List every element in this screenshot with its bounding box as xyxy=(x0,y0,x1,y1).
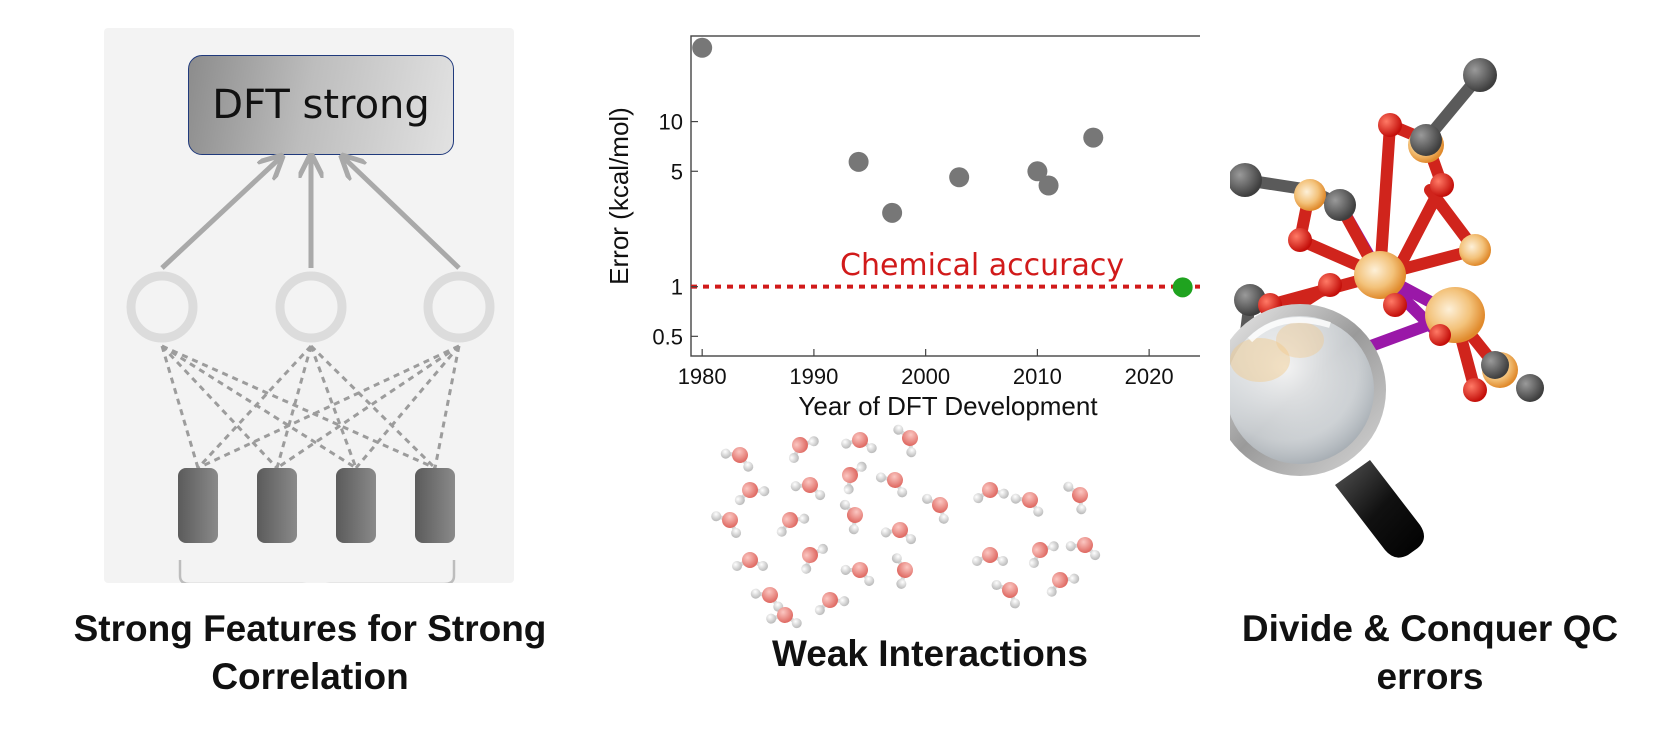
dft-strong-box: DFT strong xyxy=(188,55,454,155)
data-point-1 xyxy=(692,37,713,58)
water-molecule xyxy=(1010,492,1044,517)
water-molecule xyxy=(922,493,949,524)
y-axis-label: Error (kcal/mol) xyxy=(604,107,634,285)
y-tick-label: 0.5 xyxy=(652,324,683,349)
x-tick-label: 1990 xyxy=(789,364,838,389)
water-molecule xyxy=(750,587,784,612)
right-caption: Divide & Conquer QC errors xyxy=(1195,605,1665,701)
water-molecule xyxy=(776,512,810,537)
left-caption: Strong Features for Strong Correlation xyxy=(60,605,560,701)
dft-strong-label: DFT strong xyxy=(212,82,430,128)
data-point-3 xyxy=(882,202,903,223)
error-vs-year-chart: 1980 1990 2000 2010 2020 0.5 1 5 10 Chemical ac… xyxy=(604,35,1200,421)
data-point-7 xyxy=(1083,127,1104,148)
input-node-3 xyxy=(336,468,376,543)
water-molecule xyxy=(841,432,877,454)
water-molecule xyxy=(842,461,867,495)
dashed-connections xyxy=(160,344,461,470)
water-molecule xyxy=(973,482,1009,504)
data-point-6 xyxy=(1038,175,1059,196)
x-tick-label: 2000 xyxy=(901,364,950,389)
input-node-4 xyxy=(415,468,455,543)
water-molecule xyxy=(891,553,913,589)
middle-caption: Weak Interactions xyxy=(772,633,1088,674)
water-molecule xyxy=(875,472,908,498)
water-molecule xyxy=(732,552,768,571)
molecule-illustration xyxy=(1230,58,1544,558)
water-molecule xyxy=(1028,541,1059,568)
input-node-2 xyxy=(257,468,297,543)
water-molecule xyxy=(880,522,917,545)
input-node-1 xyxy=(178,468,218,543)
y-tick-label: 5 xyxy=(671,159,683,184)
water-molecule xyxy=(1046,572,1080,597)
arrow-right xyxy=(344,158,461,270)
water-molecule xyxy=(788,436,819,463)
data-point-8 xyxy=(1172,277,1193,298)
water-molecule xyxy=(814,592,850,616)
water-molecule xyxy=(734,482,770,506)
water-molecule xyxy=(720,447,754,472)
right-caption-line2: errors xyxy=(1376,656,1484,697)
chemical-accuracy-label: Chemical accuracy xyxy=(840,248,1124,283)
x-axis-label: Year of DFT Development xyxy=(798,391,1098,421)
x-tick-label: 1980 xyxy=(678,364,727,389)
water-molecule xyxy=(893,424,918,458)
x-tick-label: 2010 xyxy=(1013,364,1062,389)
right-caption-line1: Divide & Conquer QC xyxy=(1241,608,1619,649)
water-molecule xyxy=(711,511,742,538)
y-tick-label: 1 xyxy=(671,275,683,300)
y-tick-label: 10 xyxy=(659,110,683,135)
water-molecule xyxy=(1063,481,1088,515)
x-tick-label: 2020 xyxy=(1125,364,1174,389)
water-molecule xyxy=(766,607,802,629)
water-cluster xyxy=(711,424,1101,629)
neural-network-diagram: DFT strong xyxy=(104,28,514,583)
data-point-2 xyxy=(848,151,869,172)
plot-frame xyxy=(690,35,1200,357)
atoms xyxy=(1230,58,1544,402)
network-graph xyxy=(126,28,495,583)
hidden-node-1 xyxy=(126,271,198,343)
magnifying-glass-icon xyxy=(1230,304,1424,558)
water-molecule xyxy=(839,499,863,535)
hidden-node-3 xyxy=(423,271,495,343)
data-point-5 xyxy=(1027,161,1048,182)
water-molecule xyxy=(991,580,1020,609)
data-point-4 xyxy=(949,167,970,188)
water-molecule xyxy=(790,477,826,501)
water-molecule xyxy=(801,543,828,574)
input-brace xyxy=(178,560,456,583)
hidden-node-2 xyxy=(275,271,347,343)
water-molecule xyxy=(1065,537,1101,561)
water-molecule xyxy=(840,562,875,586)
water-molecule xyxy=(972,547,1008,566)
left-caption-line1: Strong Features for Strong xyxy=(73,608,547,649)
arrow-left xyxy=(160,158,280,270)
left-caption-line2: Correlation xyxy=(211,656,409,697)
